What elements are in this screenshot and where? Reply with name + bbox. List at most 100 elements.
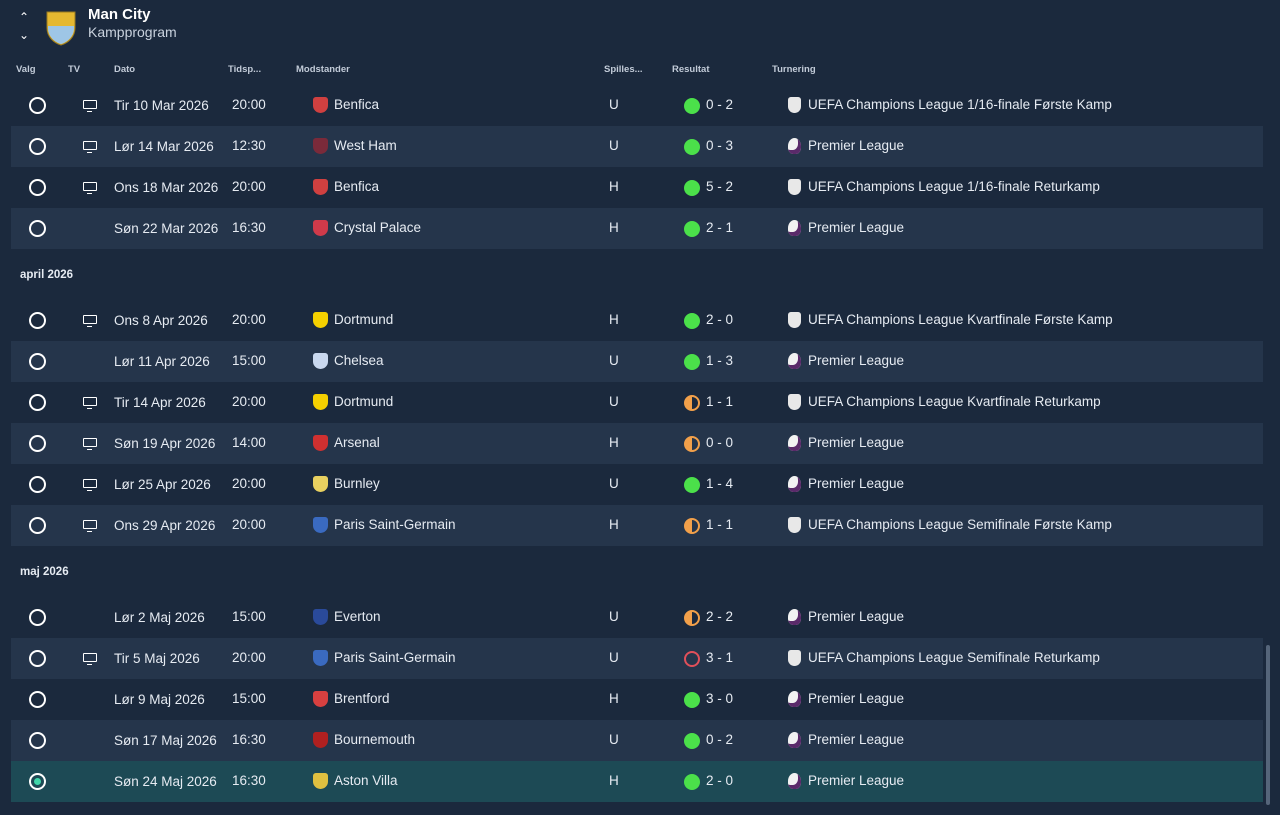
competition-name[interactable]: UEFA Champions League Semifinale Returka… [808, 650, 1100, 665]
fixture-row[interactable]: Søn 17 Maj 2026 16:30 Bournemouth U 0 - 2 Pre… [11, 720, 1263, 761]
premier-league-icon [788, 732, 801, 748]
score[interactable]: 2 - 0 [706, 773, 734, 788]
opponent-name[interactable]: Paris Saint-Germain [334, 650, 456, 665]
score[interactable]: 2 - 1 [706, 220, 734, 235]
chevron-up-icon[interactable]: ⌃ [18, 10, 30, 24]
opponent-name[interactable]: Dortmund [334, 394, 394, 409]
competition-name[interactable]: Premier League [808, 435, 905, 450]
select-radio[interactable] [29, 435, 46, 452]
fixture-row[interactable]: Søn 22 Mar 2026 16:30 Crystal Palace H 2 - 1… [11, 208, 1263, 249]
score[interactable]: 0 - 0 [706, 435, 734, 450]
col-opponent[interactable]: Modstander [296, 64, 350, 75]
opponent-name[interactable]: Dortmund [334, 312, 394, 327]
club-crest-icon [46, 11, 76, 46]
nav-arrows[interactable]: ⌃ ⌄ [16, 8, 32, 44]
fixture-row[interactable]: Tir 10 Mar 2026 20:00 Benfica U 0 - 2 UEFA Ch… [11, 85, 1263, 126]
select-radio[interactable] [29, 609, 46, 626]
premier-league-icon [788, 138, 801, 154]
match-time: 20:00 [232, 650, 266, 665]
opponent-name[interactable]: Everton [334, 609, 381, 624]
select-radio[interactable] [29, 476, 46, 493]
opponent-name[interactable]: West Ham [334, 138, 397, 153]
select-radio[interactable] [29, 773, 46, 790]
select-radio[interactable] [29, 691, 46, 708]
fixture-row[interactable]: Lør 2 Maj 2026 15:00 Everton U 2 - 2 Premier … [11, 597, 1263, 638]
opponent-badge-icon [313, 732, 328, 748]
fixture-row[interactable]: Tir 5 Maj 2026 20:00 Paris Saint-Germain U 3… [11, 638, 1263, 679]
opponent-name[interactable]: Brentford [334, 691, 390, 706]
champions-league-icon [788, 650, 801, 666]
col-date[interactable]: Dato [114, 64, 136, 75]
select-radio[interactable] [29, 650, 46, 667]
opponent-name[interactable]: Paris Saint-Germain [334, 517, 456, 532]
competition-name[interactable]: UEFA Champions League Kvartfinale Første… [808, 312, 1113, 327]
select-radio[interactable] [29, 179, 46, 196]
competition-name[interactable]: Premier League [808, 220, 905, 235]
competition-name[interactable]: UEFA Champions League 1/16-finale Første… [808, 97, 1112, 112]
venue: H [609, 220, 619, 235]
score[interactable]: 2 - 2 [706, 609, 734, 624]
competition-name[interactable]: Premier League [808, 773, 905, 788]
fixture-row[interactable]: Lør 14 Mar 2026 12:30 West Ham U 0 - 3 Premie… [11, 126, 1263, 167]
competition-name[interactable]: Premier League [808, 691, 905, 706]
opponent-name[interactable]: Burnley [334, 476, 380, 491]
competition-name[interactable]: Premier League [808, 138, 905, 153]
tv-icon [83, 438, 97, 450]
select-radio[interactable] [29, 138, 46, 155]
result-draw-icon [684, 395, 700, 411]
score[interactable]: 0 - 2 [706, 732, 734, 747]
score[interactable]: 1 - 3 [706, 353, 734, 368]
score[interactable]: 1 - 1 [706, 394, 734, 409]
opponent-name[interactable]: Arsenal [334, 435, 380, 450]
select-radio[interactable] [29, 312, 46, 329]
competition-name[interactable]: UEFA Champions League 1/16-finale Returk… [808, 179, 1100, 194]
score[interactable]: 1 - 1 [706, 517, 734, 532]
competition-name[interactable]: Premier League [808, 609, 905, 624]
select-radio[interactable] [29, 517, 46, 534]
fixture-row[interactable]: Søn 24 Maj 2026 16:30 Aston Villa H 2 - 0 Pre… [11, 761, 1263, 802]
select-radio[interactable] [29, 97, 46, 114]
competition-name[interactable]: UEFA Champions League Kvartfinale Returk… [808, 394, 1101, 409]
score[interactable]: 3 - 1 [706, 650, 734, 665]
col-time[interactable]: Tidsp... [228, 64, 262, 75]
fixture-row[interactable]: Tir 14 Apr 2026 20:00 Dortmund U 1 - 1 UEFA C… [11, 382, 1263, 423]
competition-name[interactable]: UEFA Champions League Semifinale Første … [808, 517, 1112, 532]
opponent-name[interactable]: Benfica [334, 97, 380, 112]
fixture-row[interactable]: Ons 18 Mar 2026 20:00 Benfica H 5 - 2 UEFA Ch… [11, 167, 1263, 208]
opponent-name[interactable]: Crystal Palace [334, 220, 422, 235]
select-radio[interactable] [29, 394, 46, 411]
col-result[interactable]: Resultat [672, 64, 710, 75]
competition-name[interactable]: Premier League [808, 476, 905, 491]
col-tv[interactable]: TV [68, 64, 81, 75]
fixture-row[interactable]: Lør 25 Apr 2026 20:00 Burnley U 1 - 4 Premier… [11, 464, 1263, 505]
score[interactable]: 5 - 2 [706, 179, 734, 194]
competition-name[interactable]: Premier League [808, 732, 905, 747]
col-select[interactable]: Valg [16, 64, 36, 75]
match-date: Tir 14 Apr 2026 [114, 395, 206, 410]
fixture-row[interactable]: Lør 9 Maj 2026 15:00 Brentford H 3 - 0 Premie… [11, 679, 1263, 720]
score[interactable]: 1 - 4 [706, 476, 734, 491]
score[interactable]: 3 - 0 [706, 691, 734, 706]
fixture-row[interactable]: Søn 19 Apr 2026 14:00 Arsenal H 0 - 0 Premier… [11, 423, 1263, 464]
score[interactable]: 0 - 3 [706, 138, 734, 153]
opponent-name[interactable]: Benfica [334, 179, 380, 194]
fixture-row[interactable]: Lør 11 Apr 2026 15:00 Chelsea U 1 - 3 Premier… [11, 341, 1263, 382]
opponent-name[interactable]: Chelsea [334, 353, 384, 368]
opponent-badge-icon [313, 517, 328, 533]
select-radio[interactable] [29, 732, 46, 749]
match-date: Ons 29 Apr 2026 [114, 518, 216, 533]
opponent-name[interactable]: Bournemouth [334, 732, 416, 747]
competition-name[interactable]: Premier League [808, 353, 905, 368]
col-venue[interactable]: Spilles... [604, 64, 643, 75]
chevron-down-icon[interactable]: ⌄ [18, 28, 30, 42]
score[interactable]: 2 - 0 [706, 312, 734, 327]
score[interactable]: 0 - 2 [706, 97, 734, 112]
opponent-name[interactable]: Aston Villa [334, 773, 398, 788]
opponent-badge-icon [313, 650, 328, 666]
select-radio[interactable] [29, 353, 46, 370]
fixture-row[interactable]: Ons 8 Apr 2026 20:00 Dortmund H 2 - 0 UEFA Ch… [11, 300, 1263, 341]
fixture-row[interactable]: Ons 29 Apr 2026 20:00 Paris Saint-Germain H… [11, 505, 1263, 546]
select-radio[interactable] [29, 220, 46, 237]
scrollbar[interactable] [1266, 645, 1270, 805]
col-competition[interactable]: Turnering [772, 64, 816, 75]
